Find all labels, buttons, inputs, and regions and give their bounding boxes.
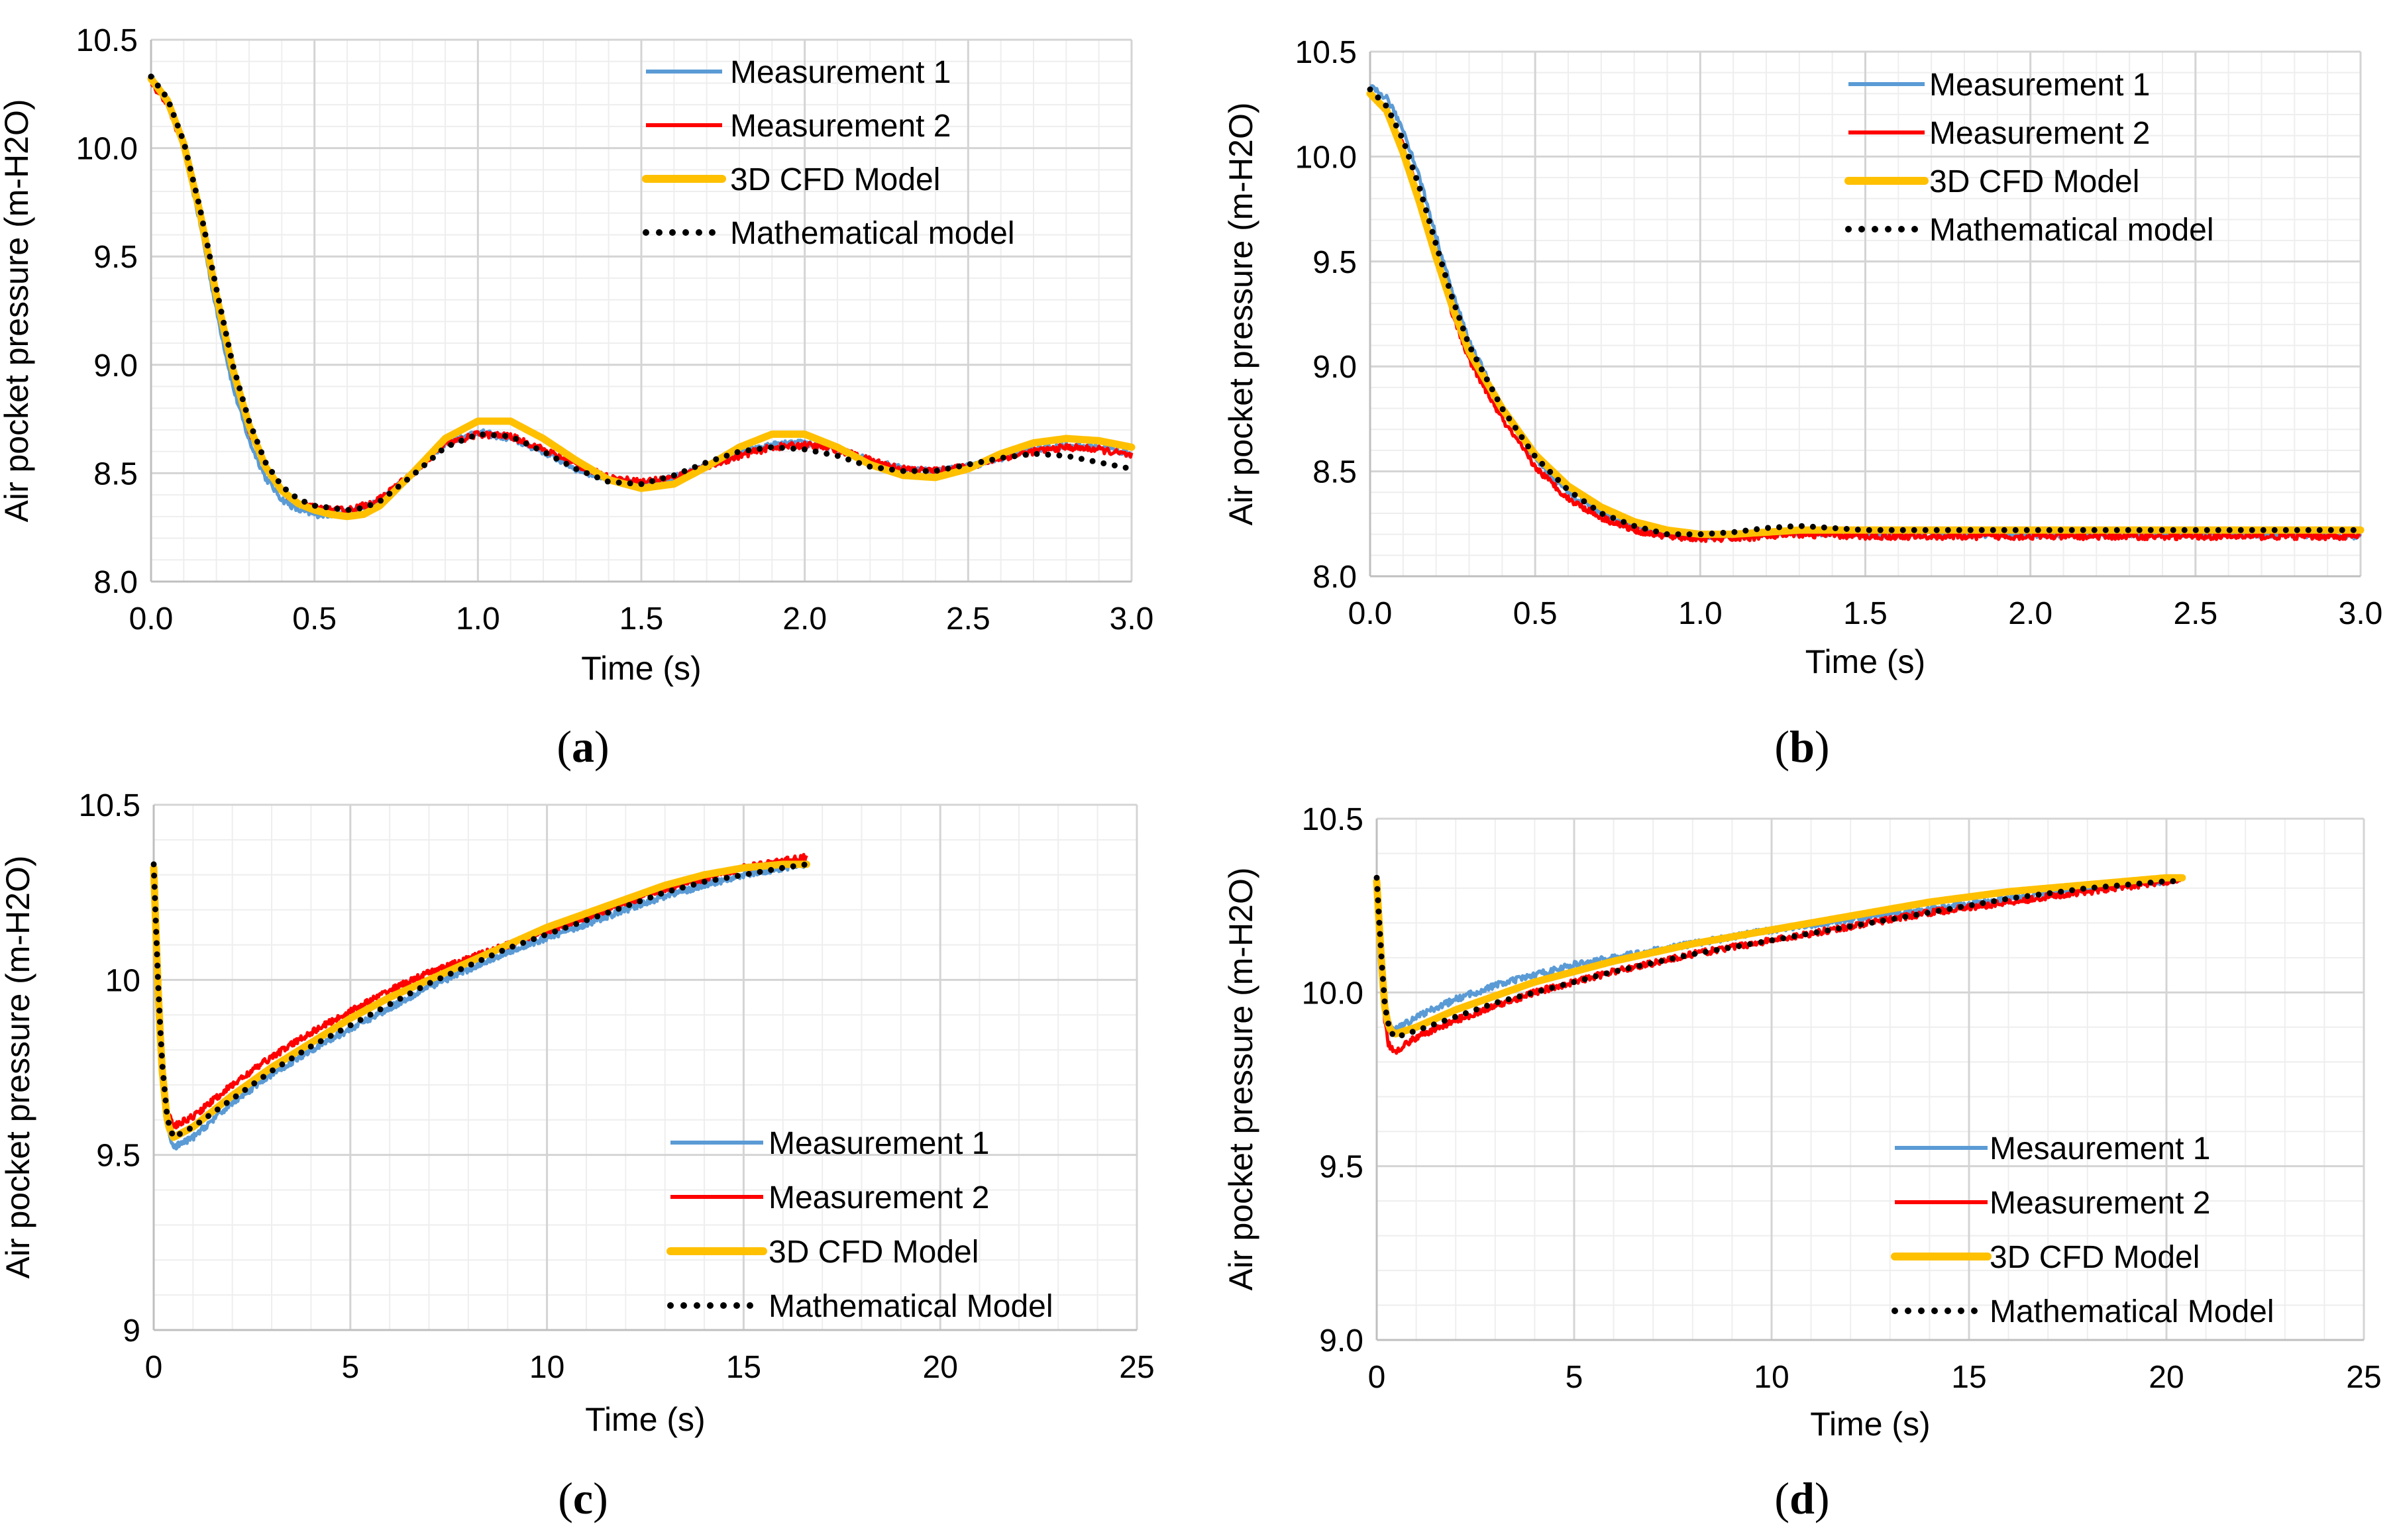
series-line-1 bbox=[1369, 93, 2361, 543]
panel-label: (c) bbox=[558, 1473, 608, 1523]
y-tick-label: 9.0 bbox=[1312, 350, 1357, 385]
x-tick-label: 0.5 bbox=[292, 601, 337, 637]
y-tick-label: 9 bbox=[123, 1313, 140, 1349]
x-tick-label: 1.0 bbox=[456, 601, 500, 637]
series-line-3 bbox=[148, 74, 1135, 513]
x-axis-title: Time (s) bbox=[585, 1401, 705, 1438]
legend-label: Measurement 2 bbox=[1929, 116, 2151, 151]
y-tick-label: 8.5 bbox=[93, 456, 138, 491]
legend-label: Measurement 2 bbox=[769, 1180, 990, 1215]
legend-label: 3D CFD Model bbox=[769, 1235, 979, 1270]
legend-label: 3D CFD Model bbox=[1990, 1240, 2200, 1275]
y-axis-title: Air pocket pressure (m-H2O) bbox=[0, 855, 36, 1278]
y-tick-label: 10.5 bbox=[1295, 35, 1357, 70]
y-tick-label: 10.5 bbox=[1302, 802, 1363, 837]
x-axis-title: Time (s) bbox=[581, 650, 701, 687]
y-tick-label: 9.5 bbox=[96, 1139, 140, 1174]
y-tick-label: 8.5 bbox=[1312, 455, 1357, 490]
x-tick-label: 5 bbox=[341, 1350, 359, 1385]
legend-label: Mesaurement 1 bbox=[1990, 1131, 2211, 1166]
x-tick-label: 5 bbox=[1566, 1360, 1583, 1395]
y-tick-label: 8.0 bbox=[93, 565, 138, 600]
x-tick-label: 0.5 bbox=[1513, 596, 1558, 631]
legend-label: Measurement 1 bbox=[769, 1126, 990, 1161]
x-tick-label: 20 bbox=[2149, 1360, 2184, 1395]
x-axis-title: Time (s) bbox=[1810, 1406, 1930, 1443]
chart-panel-1: 0.0 0.5 1.0 1.5 2.0 2.5 3.0 8.0 8.5 9.0 9.5 10.0 10.… bbox=[1222, 35, 2382, 772]
y-tick-label: 9.0 bbox=[1319, 1323, 1363, 1359]
x-tick-label: 0.0 bbox=[129, 601, 174, 637]
x-tick-label: 10 bbox=[529, 1350, 564, 1385]
series-line-0 bbox=[1375, 874, 2184, 1033]
x-tick-label: 15 bbox=[726, 1350, 761, 1385]
y-tick-label: 10.5 bbox=[76, 23, 138, 58]
y-tick-label: 10.0 bbox=[76, 132, 138, 167]
x-axis-title: Time (s) bbox=[1805, 643, 1925, 680]
legend-label: Measurement 1 bbox=[1929, 68, 2151, 103]
x-tick-label: 2.0 bbox=[2008, 596, 2052, 631]
x-tick-label: 2.5 bbox=[2173, 596, 2217, 631]
y-tick-label: 8.0 bbox=[1312, 560, 1357, 595]
legend-label: Mathematical model bbox=[730, 216, 1015, 251]
y-tick-label: 9.5 bbox=[93, 240, 138, 275]
y-tick-label: 9.0 bbox=[93, 348, 138, 384]
x-tick-label: 2.5 bbox=[946, 601, 990, 637]
x-tick-label: 1.5 bbox=[1843, 596, 1888, 631]
chart-panel-2: 0 5 10 15 20 25 9 9.5 10 10.5 Time (s) Air pocket p… bbox=[0, 788, 1155, 1523]
series-line-2 bbox=[147, 75, 1136, 521]
y-tick-label: 9.5 bbox=[1319, 1150, 1363, 1185]
x-tick-label: 10 bbox=[1754, 1360, 1789, 1395]
x-tick-label: 3.0 bbox=[1110, 601, 1154, 637]
x-tick-label: 25 bbox=[1119, 1350, 1154, 1385]
legend-label: 3D CFD Model bbox=[730, 162, 940, 197]
chart-panel-3: 0 5 10 15 20 25 9.0 9.5 10.0 10.5 Time (s) Air pock… bbox=[1222, 802, 2382, 1523]
series-line-3 bbox=[150, 861, 810, 1141]
y-tick-label: 10.5 bbox=[79, 788, 140, 823]
legend-label: Measurement 2 bbox=[730, 109, 951, 144]
x-tick-label: 0.0 bbox=[1348, 596, 1393, 631]
series-line-3 bbox=[1367, 86, 2364, 538]
y-tick-label: 10.0 bbox=[1295, 140, 1357, 175]
series-line-1 bbox=[1375, 874, 2184, 1055]
y-axis-title: Air pocket pressure (m-H2O) bbox=[1222, 867, 1259, 1290]
x-tick-label: 0 bbox=[145, 1350, 163, 1385]
panel-label: (a) bbox=[557, 721, 609, 772]
series-line-3 bbox=[1373, 874, 2186, 1041]
x-tick-label: 15 bbox=[1951, 1360, 1986, 1395]
x-tick-label: 3.0 bbox=[2339, 596, 2383, 631]
legend-label: Measurement 2 bbox=[1990, 1186, 2211, 1221]
y-tick-label: 10.0 bbox=[1302, 976, 1363, 1011]
legend-label: 3D CFD Model bbox=[1929, 164, 2139, 199]
legend-label: Mathematical Model bbox=[1990, 1294, 2274, 1329]
series-line-2 bbox=[1373, 874, 2186, 1038]
x-tick-label: 2.0 bbox=[782, 601, 827, 637]
series-line-2 bbox=[150, 860, 810, 1141]
chart-panel-0: 0.0 0.5 1.0 1.5 2.0 2.5 3.0 8.0 8.5 9.0 9.5 10.0 10.… bbox=[0, 23, 1153, 772]
legend-label: Mathematical model bbox=[1929, 213, 2214, 248]
y-tick-label: 9.5 bbox=[1312, 245, 1357, 280]
y-tick-label: 10 bbox=[105, 963, 140, 998]
x-tick-label: 25 bbox=[2346, 1360, 2381, 1395]
panel-label: (d) bbox=[1774, 1473, 1829, 1523]
x-tick-label: 1.0 bbox=[1678, 596, 1723, 631]
y-axis-title: Air pocket pressure (m-H2O) bbox=[1222, 102, 1259, 525]
series-line-0 bbox=[152, 860, 808, 1151]
x-tick-label: 1.5 bbox=[619, 601, 664, 637]
legend-label: Mathematical Model bbox=[769, 1289, 1053, 1324]
panel-label: (b) bbox=[1774, 721, 1829, 772]
x-tick-label: 0 bbox=[1368, 1360, 1386, 1395]
legend-label: Measurement 1 bbox=[730, 55, 951, 90]
x-tick-label: 20 bbox=[923, 1350, 958, 1385]
y-axis-title: Air pocket pressure (m-H2O) bbox=[0, 99, 35, 522]
